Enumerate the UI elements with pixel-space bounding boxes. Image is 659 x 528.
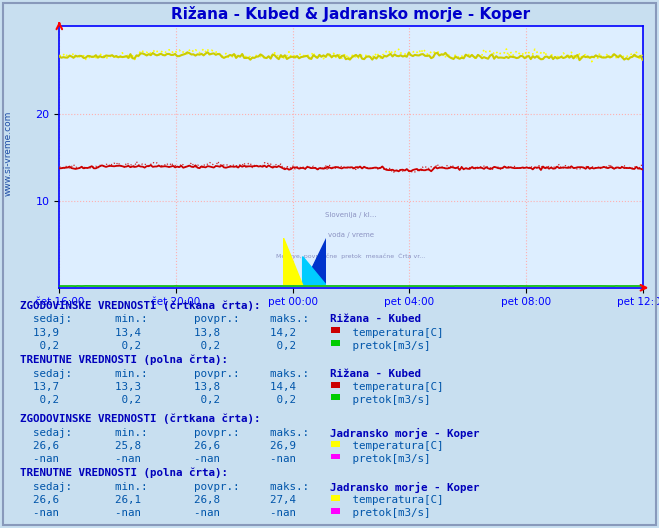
Bar bbox=[331, 382, 340, 388]
Text: povpr.:: povpr.: bbox=[181, 315, 240, 325]
Text: min.:: min.: bbox=[102, 315, 148, 325]
Text: 26,6: 26,6 bbox=[20, 441, 59, 451]
Text: min.:: min.: bbox=[102, 482, 148, 492]
Text: sedaj:: sedaj: bbox=[20, 482, 72, 492]
Text: 0,2: 0,2 bbox=[181, 395, 220, 405]
Text: -nan: -nan bbox=[102, 454, 141, 464]
Text: -nan: -nan bbox=[181, 508, 220, 518]
Text: sedaj:: sedaj: bbox=[20, 369, 72, 379]
Bar bbox=[331, 441, 340, 447]
Text: 0,2: 0,2 bbox=[102, 341, 141, 351]
Polygon shape bbox=[302, 257, 326, 285]
Text: temperatura[C]: temperatura[C] bbox=[346, 328, 444, 338]
Bar bbox=[331, 507, 340, 514]
Bar bbox=[331, 495, 340, 501]
Text: temperatura[C]: temperatura[C] bbox=[346, 382, 444, 392]
Text: temperatura[C]: temperatura[C] bbox=[346, 441, 444, 451]
Bar bbox=[331, 340, 340, 346]
Text: voda / vreme: voda / vreme bbox=[328, 232, 374, 239]
Text: pretok[m3/s]: pretok[m3/s] bbox=[346, 395, 430, 405]
Text: -nan: -nan bbox=[257, 454, 296, 464]
Text: 0,2: 0,2 bbox=[102, 395, 141, 405]
Text: maks.:: maks.: bbox=[257, 482, 309, 492]
Polygon shape bbox=[302, 238, 326, 285]
Text: povpr.:: povpr.: bbox=[181, 428, 240, 438]
Text: Jadransko morje - Koper: Jadransko morje - Koper bbox=[330, 428, 479, 439]
Text: 14,2: 14,2 bbox=[257, 328, 296, 338]
Text: 0,2: 0,2 bbox=[20, 395, 59, 405]
Bar bbox=[331, 327, 340, 333]
Text: 0,2: 0,2 bbox=[181, 341, 220, 351]
Text: maks.:: maks.: bbox=[257, 428, 309, 438]
Text: TRENUTNE VREDNOSTI (polna črta):: TRENUTNE VREDNOSTI (polna črta): bbox=[20, 354, 228, 365]
Text: 14,4: 14,4 bbox=[257, 382, 296, 392]
Text: 13,8: 13,8 bbox=[181, 328, 220, 338]
Text: 27,4: 27,4 bbox=[257, 495, 296, 505]
Title: Rižana - Kubed & Jadransko morje - Koper: Rižana - Kubed & Jadransko morje - Koper bbox=[171, 6, 530, 23]
Text: Slovenija / kl...: Slovenija / kl... bbox=[325, 212, 377, 218]
Text: 26,6: 26,6 bbox=[20, 495, 59, 505]
Text: 26,1: 26,1 bbox=[102, 495, 141, 505]
Text: www.si-vreme.com: www.si-vreme.com bbox=[3, 110, 13, 196]
Text: -nan: -nan bbox=[181, 454, 220, 464]
Text: povpr.:: povpr.: bbox=[181, 482, 240, 492]
Text: -nan: -nan bbox=[257, 508, 296, 518]
Text: Rižana - Kubed: Rižana - Kubed bbox=[330, 315, 420, 325]
Text: 13,9: 13,9 bbox=[20, 328, 59, 338]
Text: temperatura[C]: temperatura[C] bbox=[346, 495, 444, 505]
Text: 13,4: 13,4 bbox=[102, 328, 141, 338]
Text: maks.:: maks.: bbox=[257, 315, 309, 325]
Text: 25,8: 25,8 bbox=[102, 441, 141, 451]
Text: 0,2: 0,2 bbox=[257, 341, 296, 351]
Text: pretok[m3/s]: pretok[m3/s] bbox=[346, 341, 430, 351]
Text: 26,8: 26,8 bbox=[181, 495, 220, 505]
Text: min.:: min.: bbox=[102, 428, 148, 438]
Text: pretok[m3/s]: pretok[m3/s] bbox=[346, 508, 430, 518]
Text: -nan: -nan bbox=[20, 454, 59, 464]
Text: 13,8: 13,8 bbox=[181, 382, 220, 392]
Text: povpr.:: povpr.: bbox=[181, 369, 240, 379]
Text: min.:: min.: bbox=[102, 369, 148, 379]
Text: -nan: -nan bbox=[102, 508, 141, 518]
Bar bbox=[331, 394, 340, 400]
Text: TRENUTNE VREDNOSTI (polna črta):: TRENUTNE VREDNOSTI (polna črta): bbox=[20, 468, 228, 478]
Text: -nan: -nan bbox=[20, 508, 59, 518]
Text: Rižana - Kubed: Rižana - Kubed bbox=[330, 369, 420, 379]
Text: 0,2: 0,2 bbox=[20, 341, 59, 351]
Text: 0,2: 0,2 bbox=[257, 395, 296, 405]
Text: sedaj:: sedaj: bbox=[20, 428, 72, 438]
Text: 13,7: 13,7 bbox=[20, 382, 59, 392]
Text: maks.:: maks.: bbox=[257, 369, 309, 379]
Text: pretok[m3/s]: pretok[m3/s] bbox=[346, 454, 430, 464]
Text: sedaj:: sedaj: bbox=[20, 315, 72, 325]
Text: 26,6: 26,6 bbox=[181, 441, 220, 451]
Text: 13,3: 13,3 bbox=[102, 382, 141, 392]
Text: ZGODOVINSKE VREDNOSTI (črtkana črta):: ZGODOVINSKE VREDNOSTI (črtkana črta): bbox=[20, 300, 260, 310]
Text: ZGODOVINSKE VREDNOSTI (črtkana črta):: ZGODOVINSKE VREDNOSTI (črtkana črta): bbox=[20, 413, 260, 424]
Text: Jadransko morje - Koper: Jadransko morje - Koper bbox=[330, 482, 479, 493]
Bar bbox=[331, 454, 340, 459]
Text: Meritve, povprečne  pretok  mesačne  Črta vr...: Meritve, povprečne pretok mesačne Črta v… bbox=[276, 253, 426, 259]
Text: 26,9: 26,9 bbox=[257, 441, 296, 451]
Polygon shape bbox=[283, 238, 302, 285]
